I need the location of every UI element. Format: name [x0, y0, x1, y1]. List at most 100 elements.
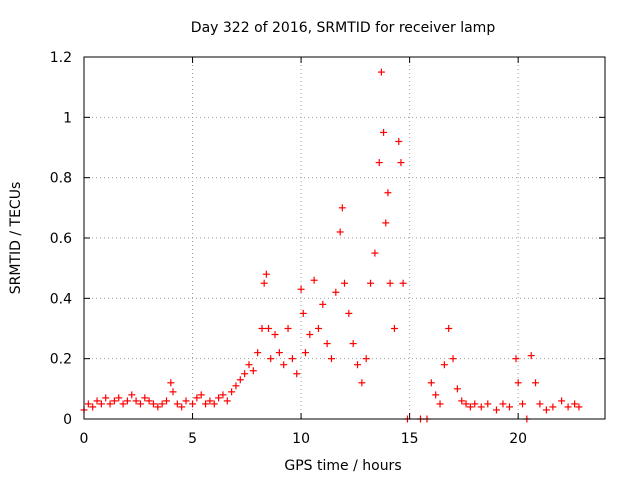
- data-point: [115, 394, 123, 402]
- data-point: [223, 397, 231, 405]
- y-tick-label: 0: [63, 412, 72, 428]
- data-marks: [80, 68, 583, 423]
- data-point: [173, 400, 181, 408]
- data-point: [367, 279, 375, 287]
- data-point: [141, 394, 149, 402]
- data-point: [119, 400, 127, 408]
- data-point: [377, 68, 385, 76]
- data-point: [380, 128, 388, 136]
- data-point: [536, 400, 544, 408]
- data-point: [102, 394, 110, 402]
- data-point: [128, 391, 136, 399]
- data-point: [84, 400, 92, 408]
- grid: [84, 57, 605, 419]
- data-point: [571, 400, 579, 408]
- data-point: [265, 325, 273, 332]
- data-point: [254, 349, 262, 357]
- x-tick-label: 0: [80, 431, 89, 447]
- y-tick-label: 1.2: [50, 50, 72, 66]
- data-point: [319, 300, 327, 308]
- data-point: [341, 279, 348, 287]
- data-point: [332, 288, 340, 296]
- data-point: [123, 397, 131, 405]
- data-point: [345, 309, 353, 317]
- data-point: [132, 397, 140, 405]
- data-point: [445, 325, 453, 332]
- data-point: [210, 400, 218, 408]
- data-point: [284, 325, 292, 332]
- data-point: [449, 355, 457, 363]
- x-tick-label: 5: [188, 431, 197, 447]
- data-point: [323, 340, 331, 348]
- data-point: [275, 349, 283, 357]
- data-point: [427, 379, 435, 387]
- y-tick-label: 0.4: [50, 291, 72, 307]
- plot-frame: [83, 56, 606, 420]
- data-point: [575, 403, 583, 411]
- data-point: [219, 391, 227, 399]
- data-point: [532, 379, 540, 387]
- y-tick-label: 0.6: [50, 231, 72, 247]
- data-point: [384, 189, 392, 197]
- data-point: [145, 397, 153, 405]
- y-axis-label: SRMTID / TECUs: [8, 182, 24, 295]
- data-point: [358, 379, 366, 387]
- data-point: [477, 403, 485, 411]
- data-point: [527, 352, 535, 360]
- data-point: [458, 397, 466, 405]
- data-point: [327, 355, 335, 363]
- data-point: [249, 367, 257, 375]
- data-point: [338, 204, 346, 212]
- data-point: [97, 400, 105, 408]
- data-point: [306, 331, 314, 339]
- data-point: [167, 379, 175, 387]
- data-point: [280, 361, 288, 369]
- data-point: [178, 403, 186, 411]
- data-point: [466, 403, 474, 411]
- data-point: [436, 400, 444, 408]
- data-point: [136, 400, 144, 408]
- data-point: [492, 406, 500, 414]
- x-tick-label: 15: [401, 431, 419, 447]
- ticks: 0 5 10 15 20 0 0.2 0.4 0.6 0.8 1 1.2: [50, 50, 605, 447]
- x-tick-label: 10: [292, 431, 310, 447]
- data-point: [310, 276, 318, 284]
- data-point: [314, 325, 322, 332]
- data-point: [382, 219, 390, 227]
- data-point: [215, 394, 223, 402]
- data-point: [197, 391, 205, 399]
- data-point: [297, 285, 305, 293]
- data-point: [301, 349, 309, 357]
- data-point: [499, 400, 507, 408]
- data-point: [154, 403, 162, 411]
- data-point: [471, 400, 479, 408]
- data-point: [267, 355, 275, 363]
- data-point: [484, 400, 492, 408]
- data-point: [271, 331, 279, 339]
- data-point: [262, 270, 270, 278]
- data-point: [349, 340, 357, 348]
- chart-title: Day 322 of 2016, SRMTID for receiver lam…: [191, 20, 496, 36]
- data-point: [288, 355, 296, 363]
- x-tick-label: 20: [509, 431, 527, 447]
- data-point: [512, 355, 520, 363]
- data-point: [375, 159, 383, 167]
- data-point: [514, 379, 522, 387]
- data-point: [386, 279, 394, 287]
- y-tick-label: 1: [63, 110, 72, 126]
- data-point: [399, 279, 407, 287]
- data-point: [206, 397, 214, 405]
- data-point: [260, 279, 268, 287]
- data-point: [462, 400, 470, 408]
- x-axis-label: GPS time / hours: [284, 458, 401, 474]
- data-point: [258, 325, 266, 332]
- data-point: [202, 400, 210, 408]
- data-point: [564, 403, 572, 411]
- data-point: [293, 370, 301, 378]
- data-point: [519, 400, 527, 408]
- data-point: [453, 385, 461, 393]
- data-point: [362, 355, 370, 363]
- data-point: [558, 397, 566, 405]
- data-point: [549, 403, 557, 411]
